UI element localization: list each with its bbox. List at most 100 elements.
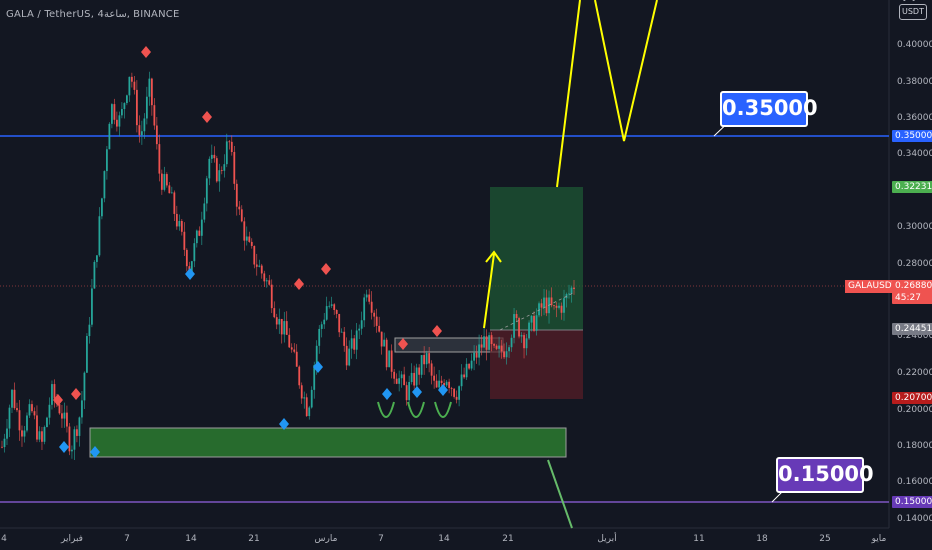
candle-body [515, 314, 518, 319]
candle-body [523, 335, 525, 349]
candle-body [473, 352, 475, 361]
candle-body [168, 185, 171, 194]
candle-body [41, 431, 43, 442]
candle-body [350, 338, 353, 349]
candle-body [205, 178, 208, 204]
candle-body [106, 149, 108, 172]
candle-body [16, 408, 18, 411]
candle-body [223, 164, 226, 171]
candle-body [180, 220, 183, 232]
candle-body [340, 331, 343, 333]
currency-button[interactable]: USDT [899, 4, 927, 20]
candle-body [155, 125, 158, 145]
candle-body [568, 293, 570, 295]
bottom-curve-3 [434, 401, 452, 418]
candle-body [130, 76, 133, 82]
candle-body [93, 261, 96, 289]
candle-body [273, 308, 276, 318]
candle-body [423, 355, 426, 365]
candle-body [353, 338, 356, 350]
candle-body [98, 216, 101, 256]
candle-body [253, 245, 256, 265]
candle-body [403, 374, 406, 386]
candle-body [538, 303, 540, 316]
candle-body [500, 345, 503, 352]
candle-body [91, 288, 93, 325]
candle-body [455, 396, 458, 400]
candle-body [258, 265, 261, 267]
candle-body [36, 415, 38, 440]
symbol-tag: GALAUSDT [845, 280, 901, 293]
candle-body [555, 305, 558, 308]
candle-body [51, 384, 53, 405]
candle-body [560, 305, 563, 313]
countdown-badge: 45:27 [892, 292, 932, 304]
candle-body [355, 330, 358, 350]
candle-body [78, 417, 81, 436]
candle-body [528, 322, 530, 339]
candle-body [398, 378, 401, 384]
candle-body [21, 430, 23, 437]
candle-body [425, 353, 428, 365]
candle-body [530, 315, 533, 323]
callout-lower[interactable]: 0.15000 [776, 457, 874, 493]
candle-body [178, 220, 181, 227]
candle-body [330, 304, 333, 306]
candle-body [158, 144, 161, 174]
candle-body [535, 315, 538, 331]
more-icon[interactable]: • • [902, 0, 917, 5]
candle-body [430, 363, 433, 376]
symbol-header[interactable]: GALA / TetherUS, 4ساعة, BINANCE [6, 9, 180, 20]
candle-body [128, 76, 131, 96]
candle-body [363, 297, 366, 321]
candle-body [195, 230, 198, 244]
candle-body [413, 372, 416, 386]
candle-body [215, 158, 218, 182]
candle-body [63, 412, 66, 419]
candle-body [190, 261, 193, 272]
candle-body [488, 335, 490, 350]
pivot-low-marker [382, 388, 392, 400]
candle-body [303, 397, 306, 399]
level-low-badge: 0.15000 [892, 496, 932, 508]
candle-body [345, 345, 348, 366]
candle-body [478, 344, 480, 358]
time-tick: أبريل [597, 534, 617, 544]
pivot-low-marker [313, 361, 323, 373]
pivot-high-marker [398, 338, 408, 350]
candle-body [495, 345, 498, 349]
target-badge: 0.32231 [892, 181, 932, 193]
bottom-curve-2 [407, 401, 425, 418]
candle-body [213, 154, 216, 159]
candle-body [570, 287, 573, 294]
time-tick: 7 [124, 534, 130, 544]
candle-body [393, 371, 396, 379]
candle-body [295, 351, 298, 367]
pivot-low-marker [185, 268, 195, 280]
candle-body [525, 338, 528, 349]
candle-body [415, 367, 418, 386]
candle-body [545, 297, 548, 314]
callout-upper[interactable]: 0.35000 [720, 91, 818, 127]
candle-body [388, 350, 391, 368]
candle-body [243, 221, 246, 241]
candle-body [235, 183, 238, 207]
candle-body [390, 350, 393, 372]
time-tick: 21 [248, 534, 260, 544]
candle-body [435, 380, 438, 388]
candle-body [520, 335, 523, 337]
candle-body [81, 400, 83, 418]
candle-body [328, 305, 331, 307]
candle-body [400, 374, 403, 379]
candle-body [225, 141, 228, 165]
candle-body [510, 337, 513, 348]
candle-body [553, 305, 555, 307]
candle-body [260, 265, 263, 274]
candle-body [518, 318, 520, 337]
candle-body [270, 284, 273, 309]
projection-down [547, 459, 573, 529]
time-tick: 14 [438, 534, 450, 544]
time-tick: 11 [693, 534, 705, 544]
candle-body [285, 321, 288, 335]
